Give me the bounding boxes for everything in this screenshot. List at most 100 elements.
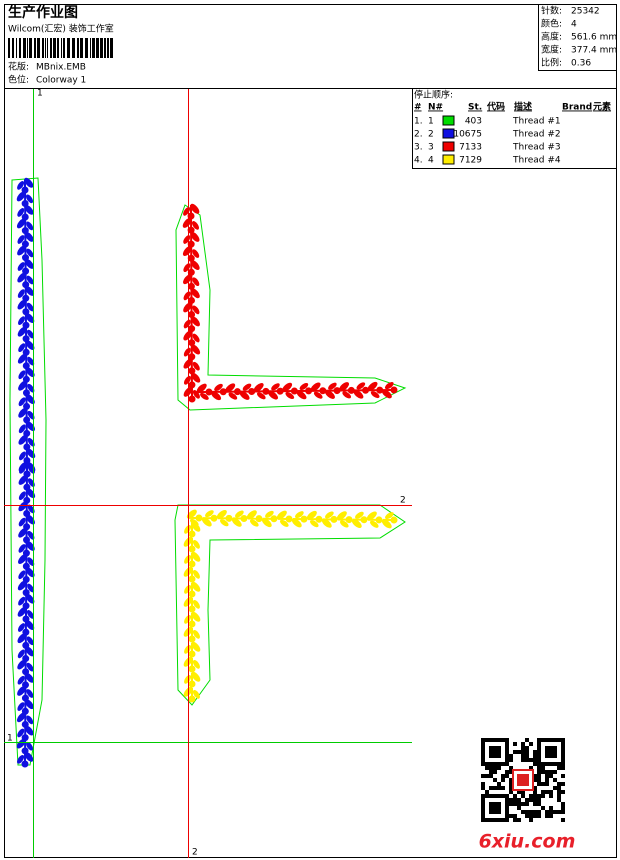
qr-module	[489, 786, 493, 790]
qr-module	[505, 814, 509, 818]
stem	[340, 389, 355, 392]
qr-module	[501, 786, 505, 790]
leaf	[351, 518, 362, 529]
barcode-bar	[85, 38, 88, 58]
qr-module	[537, 750, 541, 754]
qr-module	[533, 794, 537, 798]
qr-module	[489, 750, 493, 754]
leaf	[205, 510, 214, 518]
qr-module	[537, 758, 541, 762]
leaf	[225, 383, 236, 393]
qr-module	[557, 762, 561, 766]
stem	[24, 193, 27, 207]
leaf	[183, 375, 192, 385]
qr-module	[525, 754, 529, 758]
qr-module	[489, 818, 493, 822]
stem	[190, 219, 193, 234]
qr-module	[505, 794, 509, 798]
column-header: #	[414, 103, 422, 113]
leaf	[25, 567, 35, 578]
leaf	[191, 581, 201, 592]
stem	[277, 517, 293, 520]
qr-module	[481, 802, 485, 806]
stem	[24, 727, 27, 741]
qr-module	[537, 782, 541, 786]
leaf	[184, 645, 192, 654]
leaf	[353, 389, 364, 399]
qr-module	[513, 802, 517, 806]
leaf	[261, 518, 272, 528]
stem	[382, 388, 398, 392]
leaf	[192, 660, 200, 669]
leaf	[18, 527, 28, 538]
qr-module	[525, 738, 529, 742]
stem	[191, 583, 193, 597]
qr-module	[529, 814, 533, 818]
barcode-bar	[90, 38, 91, 58]
leaf	[321, 518, 332, 528]
stem	[190, 331, 193, 346]
qr-module	[489, 766, 493, 770]
stat-label: 针数:	[541, 5, 562, 17]
qr-module	[549, 762, 553, 766]
qr-module	[501, 774, 505, 778]
leaf	[184, 675, 192, 684]
stem	[226, 390, 241, 393]
stem	[190, 233, 193, 248]
qr-module	[497, 750, 501, 754]
qr-module	[561, 782, 565, 786]
qr-module	[561, 738, 565, 742]
leaf	[26, 221, 34, 231]
guide-label: 1	[7, 734, 13, 744]
stem	[25, 382, 28, 396]
qr-module	[505, 738, 509, 742]
motif	[16, 712, 34, 728]
stem	[25, 529, 28, 543]
leaf	[18, 407, 28, 418]
stem	[24, 634, 27, 648]
barcode-bar	[77, 38, 79, 58]
qr-module	[541, 790, 545, 794]
qr-module	[493, 810, 497, 814]
motif	[18, 313, 35, 329]
qr-module	[509, 770, 513, 774]
qr-module	[557, 798, 561, 802]
leaf	[17, 181, 25, 190]
stem	[326, 389, 341, 392]
leaf	[214, 383, 223, 391]
row-index: 1.	[414, 117, 423, 127]
qr-module	[497, 818, 501, 822]
stem	[25, 463, 29, 477]
qr-module	[533, 762, 537, 766]
qr-module	[497, 794, 501, 798]
motif	[18, 367, 35, 383]
leaf	[17, 326, 27, 337]
barcode-bar	[92, 38, 95, 58]
stem	[191, 598, 193, 612]
leaf	[18, 474, 28, 485]
barcode-bar	[96, 38, 99, 58]
qr-module	[489, 774, 493, 778]
barcode-bar	[80, 38, 83, 58]
qr-module	[533, 758, 537, 762]
leaf	[27, 530, 35, 540]
leaf	[17, 606, 27, 617]
stem	[25, 595, 28, 609]
leaf	[17, 623, 26, 632]
qr-module	[529, 798, 533, 802]
leaf	[24, 258, 34, 269]
motif	[18, 394, 35, 410]
leaf	[356, 382, 366, 390]
leaf	[17, 702, 25, 711]
leaf	[191, 611, 201, 622]
leaf	[24, 672, 34, 683]
qr-module	[509, 814, 513, 818]
qr-module	[521, 790, 525, 794]
leaf	[339, 382, 350, 392]
qr-module	[513, 798, 517, 802]
qr-module	[497, 806, 501, 810]
qr-module	[493, 794, 497, 798]
qr-module	[509, 778, 513, 782]
qr-module	[561, 774, 565, 778]
qr-module	[481, 782, 485, 786]
